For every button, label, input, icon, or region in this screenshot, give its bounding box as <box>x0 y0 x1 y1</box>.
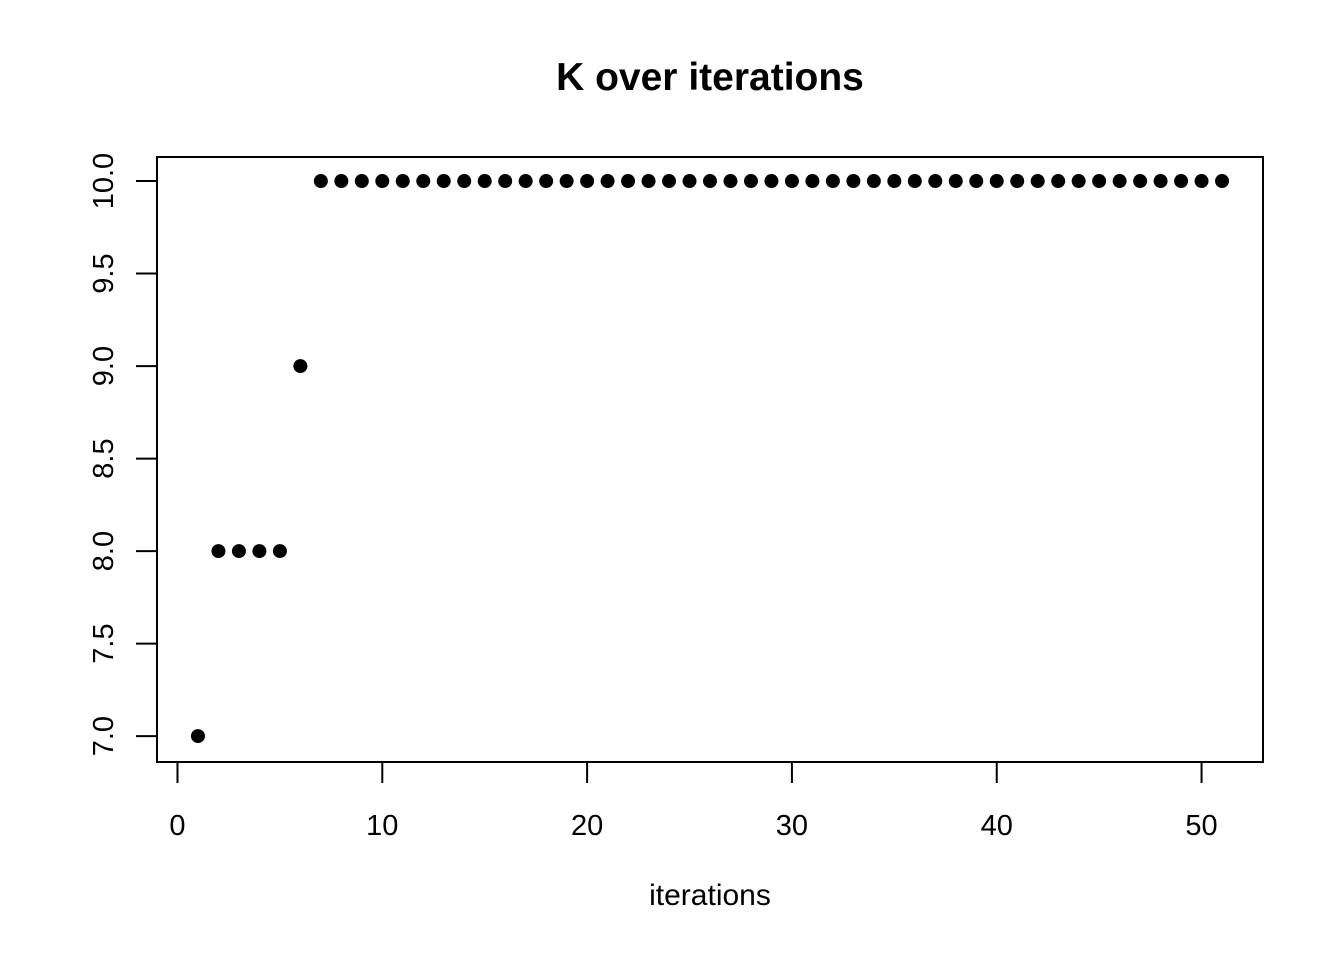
data-point <box>252 544 267 559</box>
data-point <box>436 174 451 189</box>
data-point <box>477 174 492 189</box>
data-point <box>1153 174 1168 189</box>
data-point <box>600 174 615 189</box>
x-tick-label: 0 <box>169 810 185 842</box>
data-point <box>825 174 840 189</box>
data-point <box>1010 174 1025 189</box>
x-tick-label: 50 <box>1185 810 1217 842</box>
y-tick-label: 9.5 <box>88 253 120 293</box>
data-point <box>1174 174 1189 189</box>
data-point <box>272 544 287 559</box>
x-axis-label: iterations <box>649 879 771 912</box>
chart-title: K over iterations <box>556 56 864 99</box>
data-point <box>498 174 513 189</box>
data-point <box>662 174 677 189</box>
data-point <box>764 174 779 189</box>
data-point <box>334 174 349 189</box>
data-point <box>846 174 861 189</box>
data-point <box>928 174 943 189</box>
data-points <box>190 174 1230 744</box>
y-tick-label: 7.0 <box>88 716 120 756</box>
data-point <box>231 544 246 559</box>
data-point <box>641 174 656 189</box>
data-point <box>1112 174 1127 189</box>
x-axis: 0 10 20 30 40 50 <box>169 762 1218 842</box>
data-point <box>784 174 799 189</box>
data-point <box>559 174 574 189</box>
y-tick-label: 10.0 <box>88 153 120 209</box>
data-point <box>866 174 881 189</box>
data-point <box>743 174 758 189</box>
data-point <box>1051 174 1066 189</box>
data-point <box>723 174 738 189</box>
data-point <box>1092 174 1107 189</box>
data-point <box>887 174 902 189</box>
data-point <box>1215 174 1230 189</box>
data-point <box>703 174 717 189</box>
data-point <box>1194 174 1209 189</box>
data-point <box>190 729 205 744</box>
data-point <box>969 174 984 189</box>
data-point <box>948 174 963 189</box>
data-point <box>682 174 697 189</box>
data-point <box>375 174 390 189</box>
x-tick-label: 10 <box>366 810 398 842</box>
x-tick-label: 30 <box>776 810 808 842</box>
data-point <box>805 174 820 189</box>
data-point <box>1133 174 1148 189</box>
data-point <box>989 174 1004 189</box>
data-point <box>621 174 636 189</box>
data-point <box>518 174 533 189</box>
data-point <box>1030 174 1045 189</box>
data-point <box>416 174 431 189</box>
data-point <box>580 174 595 189</box>
data-point <box>211 544 226 559</box>
data-point <box>354 174 369 189</box>
y-tick-label: 8.0 <box>88 531 120 571</box>
x-tick-label: 20 <box>571 810 603 842</box>
data-point <box>395 174 410 189</box>
data-point <box>457 174 472 189</box>
data-point <box>293 359 308 374</box>
y-axis: 7.0 7.5 8.0 8.5 9.0 9.5 10.0 <box>88 153 157 756</box>
data-point <box>1071 174 1086 189</box>
x-tick-label: 40 <box>981 810 1013 842</box>
data-point <box>313 174 328 189</box>
y-tick-label: 8.5 <box>88 438 120 478</box>
data-point <box>539 174 554 189</box>
plot-box <box>156 156 1264 763</box>
data-point <box>907 174 922 189</box>
y-tick-label: 9.0 <box>88 346 120 386</box>
y-tick-label: 7.5 <box>88 623 120 663</box>
